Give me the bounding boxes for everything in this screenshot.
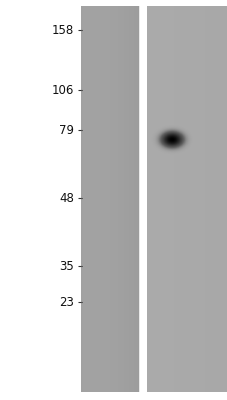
Text: 79: 79 (59, 124, 74, 136)
Text: 48: 48 (59, 192, 74, 204)
Text: 23: 23 (59, 296, 74, 308)
Text: 35: 35 (59, 260, 74, 272)
Text: 158: 158 (52, 24, 74, 36)
Text: 106: 106 (52, 84, 74, 96)
